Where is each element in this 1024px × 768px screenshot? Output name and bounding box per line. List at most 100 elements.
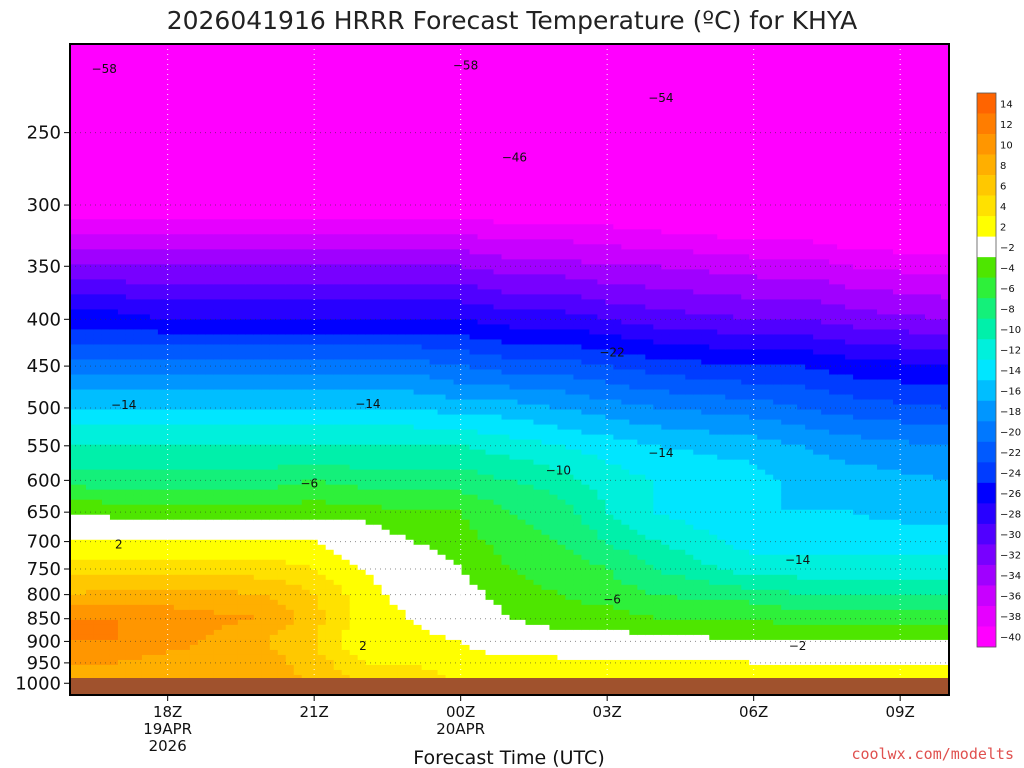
heat-cell xyxy=(93,319,103,326)
heat-cell xyxy=(205,84,215,90)
heat-cell xyxy=(349,424,359,431)
heat-cell xyxy=(325,104,335,110)
heat-cell xyxy=(189,444,199,451)
heat-cell xyxy=(101,229,111,235)
heat-cell xyxy=(333,199,343,205)
heat-cell xyxy=(157,209,167,215)
heat-cell xyxy=(221,659,231,666)
heat-cell xyxy=(189,159,199,165)
heat-cell xyxy=(349,54,359,60)
heat-cell xyxy=(205,229,215,235)
heat-cell xyxy=(301,214,311,220)
heat-cell xyxy=(269,479,279,486)
heat-cell xyxy=(309,494,319,501)
heat-cell xyxy=(85,149,95,155)
heat-cell xyxy=(325,164,335,170)
heat-cell xyxy=(221,514,231,521)
heat-cell xyxy=(293,554,303,561)
heat-cell xyxy=(101,279,111,285)
heat-cell xyxy=(213,429,223,436)
heat-cell xyxy=(341,514,351,521)
heat-cell xyxy=(341,54,351,60)
heat-cell xyxy=(245,274,255,280)
heat-cell xyxy=(173,89,183,95)
heat-cell xyxy=(349,544,359,551)
heat-cell xyxy=(261,404,271,411)
heat-cell xyxy=(85,54,95,60)
heat-cell xyxy=(149,634,159,641)
heat-cell xyxy=(229,604,239,611)
heat-cell xyxy=(221,414,231,421)
heat-cell xyxy=(109,289,119,295)
heat-cell xyxy=(117,134,127,140)
heat-cell xyxy=(325,404,335,411)
heat-cell xyxy=(157,169,167,175)
heat-cell xyxy=(333,609,343,616)
heat-cell xyxy=(229,194,239,200)
heat-cell xyxy=(197,479,207,486)
heat-cell xyxy=(213,64,223,70)
heat-cell xyxy=(70,634,79,641)
heat-cell xyxy=(221,269,231,275)
heat-cell xyxy=(277,389,287,396)
heat-cell xyxy=(205,89,215,95)
heat-cell xyxy=(189,179,199,185)
heat-cell xyxy=(125,619,135,626)
heat-cell xyxy=(309,314,319,321)
heat-cell xyxy=(141,49,151,55)
heat-cell xyxy=(117,549,127,556)
heat-cell xyxy=(333,564,343,571)
heat-cell xyxy=(229,54,239,60)
heat-cell xyxy=(173,419,183,426)
heat-cell xyxy=(117,669,127,676)
heat-cell xyxy=(221,384,231,391)
heat-cell xyxy=(197,214,207,220)
heat-cell xyxy=(365,649,375,656)
heat-cell xyxy=(229,469,239,476)
heat-cell xyxy=(117,144,127,150)
heat-cell xyxy=(341,619,351,626)
heat-cell xyxy=(197,584,207,591)
heat-cell xyxy=(333,109,343,115)
heat-cell xyxy=(157,229,167,235)
heat-cell xyxy=(117,74,127,80)
heat-cell xyxy=(85,204,95,210)
heat-cell xyxy=(237,629,247,636)
heat-cell xyxy=(285,249,295,255)
heat-cell xyxy=(93,114,103,120)
heat-cell xyxy=(125,309,135,316)
heat-cell xyxy=(77,269,87,275)
heat-cell xyxy=(181,129,191,135)
heat-cell xyxy=(181,299,191,305)
heat-cell xyxy=(70,234,79,240)
heat-cell xyxy=(181,639,191,646)
heat-cell xyxy=(365,234,375,240)
heat-cell xyxy=(181,344,191,351)
heat-cell xyxy=(365,504,375,511)
heat-cell xyxy=(341,554,351,561)
heat-cell xyxy=(77,149,87,155)
heat-cell xyxy=(117,509,127,516)
heat-cell xyxy=(349,434,359,441)
heat-cell xyxy=(117,414,127,421)
heat-cell xyxy=(349,239,359,245)
heat-cell xyxy=(141,124,151,130)
heat-cell xyxy=(189,354,199,361)
heat-cell xyxy=(317,74,327,80)
heat-cell xyxy=(269,294,279,300)
heat-cell xyxy=(205,604,215,611)
heat-cell xyxy=(237,474,247,481)
heat-cell xyxy=(293,579,303,586)
heat-cell xyxy=(317,594,327,601)
heat-cell xyxy=(149,124,159,130)
heat-cell xyxy=(277,299,287,305)
heat-cell xyxy=(293,464,303,471)
heat-cell xyxy=(229,419,239,426)
heat-cell xyxy=(325,174,335,180)
heat-cell xyxy=(165,319,175,326)
heat-cell xyxy=(325,144,335,150)
heat-cell xyxy=(285,239,295,245)
heat-cell xyxy=(189,454,199,461)
heat-cell xyxy=(213,234,223,240)
heat-cell xyxy=(229,69,239,75)
